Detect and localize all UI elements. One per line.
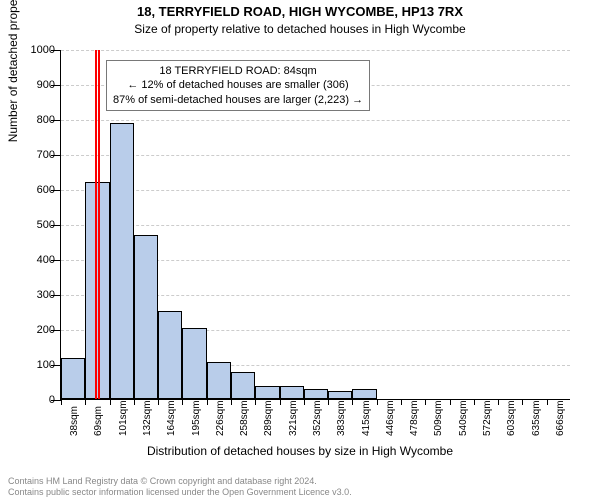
histogram-bar xyxy=(207,362,231,399)
x-tick-label: 164sqm xyxy=(166,400,177,436)
footer-attribution: Contains HM Land Registry data © Crown c… xyxy=(8,476,352,498)
x-tick-label: 352sqm xyxy=(312,400,323,436)
x-tick xyxy=(158,399,159,405)
gridline xyxy=(61,190,570,191)
x-tick xyxy=(182,399,183,405)
gridline xyxy=(61,50,570,51)
x-tick xyxy=(231,399,232,405)
x-tick-label: 635sqm xyxy=(531,400,542,436)
histogram-bar xyxy=(304,389,328,400)
histogram-bar xyxy=(61,358,85,399)
annotation-line: ← 12% of detached houses are smaller (30… xyxy=(113,78,363,92)
x-tick-label: 603sqm xyxy=(506,400,517,436)
x-tick xyxy=(450,399,451,405)
histogram-bar xyxy=(328,391,352,399)
footer-line-1: Contains HM Land Registry data © Crown c… xyxy=(8,476,352,487)
gridline xyxy=(61,225,570,226)
chart-container: 18, TERRYFIELD ROAD, HIGH WYCOMBE, HP13 … xyxy=(0,0,600,500)
y-tick-label: 1000 xyxy=(20,44,55,56)
x-tick-label: 258sqm xyxy=(239,400,250,436)
x-tick xyxy=(110,399,111,405)
x-tick xyxy=(304,399,305,405)
x-tick-label: 321sqm xyxy=(288,400,299,436)
x-axis-label: Distribution of detached houses by size … xyxy=(0,444,600,458)
histogram-bar xyxy=(182,328,206,399)
y-tick-label: 900 xyxy=(20,79,55,91)
x-tick xyxy=(474,399,475,405)
y-tick-label: 600 xyxy=(20,184,55,196)
histogram-bar xyxy=(134,235,158,399)
y-tick-label: 100 xyxy=(20,359,55,371)
histogram-bar xyxy=(110,123,134,399)
x-tick-label: 446sqm xyxy=(385,400,396,436)
chart-subtitle: Size of property relative to detached ho… xyxy=(0,22,600,36)
x-tick xyxy=(522,399,523,405)
histogram-bar xyxy=(280,386,304,399)
x-tick xyxy=(425,399,426,405)
x-tick xyxy=(498,399,499,405)
x-tick-label: 415sqm xyxy=(361,400,372,436)
x-tick xyxy=(401,399,402,405)
histogram-bar xyxy=(255,386,279,399)
x-tick-label: 69sqm xyxy=(93,406,104,436)
x-tick-label: 666sqm xyxy=(555,400,566,436)
y-axis-label: Number of detached properties xyxy=(6,0,20,142)
x-tick-label: 289sqm xyxy=(263,400,274,436)
y-tick-label: 400 xyxy=(20,254,55,266)
gridline xyxy=(61,155,570,156)
x-tick-label: 509sqm xyxy=(433,400,444,436)
x-tick-label: 540sqm xyxy=(458,400,469,436)
y-tick-label: 500 xyxy=(20,219,55,231)
x-tick-label: 478sqm xyxy=(409,400,420,436)
y-tick-label: 800 xyxy=(20,114,55,126)
x-tick-label: 572sqm xyxy=(482,400,493,436)
x-tick xyxy=(85,399,86,405)
y-tick-label: 700 xyxy=(20,149,55,161)
plot-area: 0100200300400500600700800900100038sqm69s… xyxy=(60,50,570,400)
x-tick xyxy=(280,399,281,405)
highlight-line xyxy=(98,50,100,399)
chart-title: 18, TERRYFIELD ROAD, HIGH WYCOMBE, HP13 … xyxy=(0,4,600,19)
x-tick-label: 383sqm xyxy=(336,400,347,436)
y-tick-label: 300 xyxy=(20,289,55,301)
y-tick-label: 200 xyxy=(20,324,55,336)
y-tick-label: 0 xyxy=(20,394,55,406)
histogram-bar xyxy=(231,372,255,399)
annotation-box: 18 TERRYFIELD ROAD: 84sqm← 12% of detach… xyxy=(106,60,370,111)
x-tick xyxy=(328,399,329,405)
x-tick-label: 38sqm xyxy=(69,406,80,436)
x-tick xyxy=(255,399,256,405)
highlight-line xyxy=(95,50,97,399)
histogram-bar xyxy=(158,311,182,399)
x-tick-label: 195sqm xyxy=(191,400,202,436)
x-tick xyxy=(207,399,208,405)
x-tick-label: 101sqm xyxy=(118,400,129,436)
annotation-line: 18 TERRYFIELD ROAD: 84sqm xyxy=(113,64,363,78)
x-tick xyxy=(61,399,62,405)
gridline xyxy=(61,120,570,121)
x-tick xyxy=(547,399,548,405)
x-tick-label: 132sqm xyxy=(142,400,153,436)
x-tick xyxy=(134,399,135,405)
x-tick-label: 226sqm xyxy=(215,400,226,436)
x-tick xyxy=(377,399,378,405)
footer-line-2: Contains public sector information licen… xyxy=(8,487,352,498)
annotation-line: 87% of semi-detached houses are larger (… xyxy=(113,93,363,107)
x-tick xyxy=(352,399,353,405)
histogram-bar xyxy=(352,389,376,400)
